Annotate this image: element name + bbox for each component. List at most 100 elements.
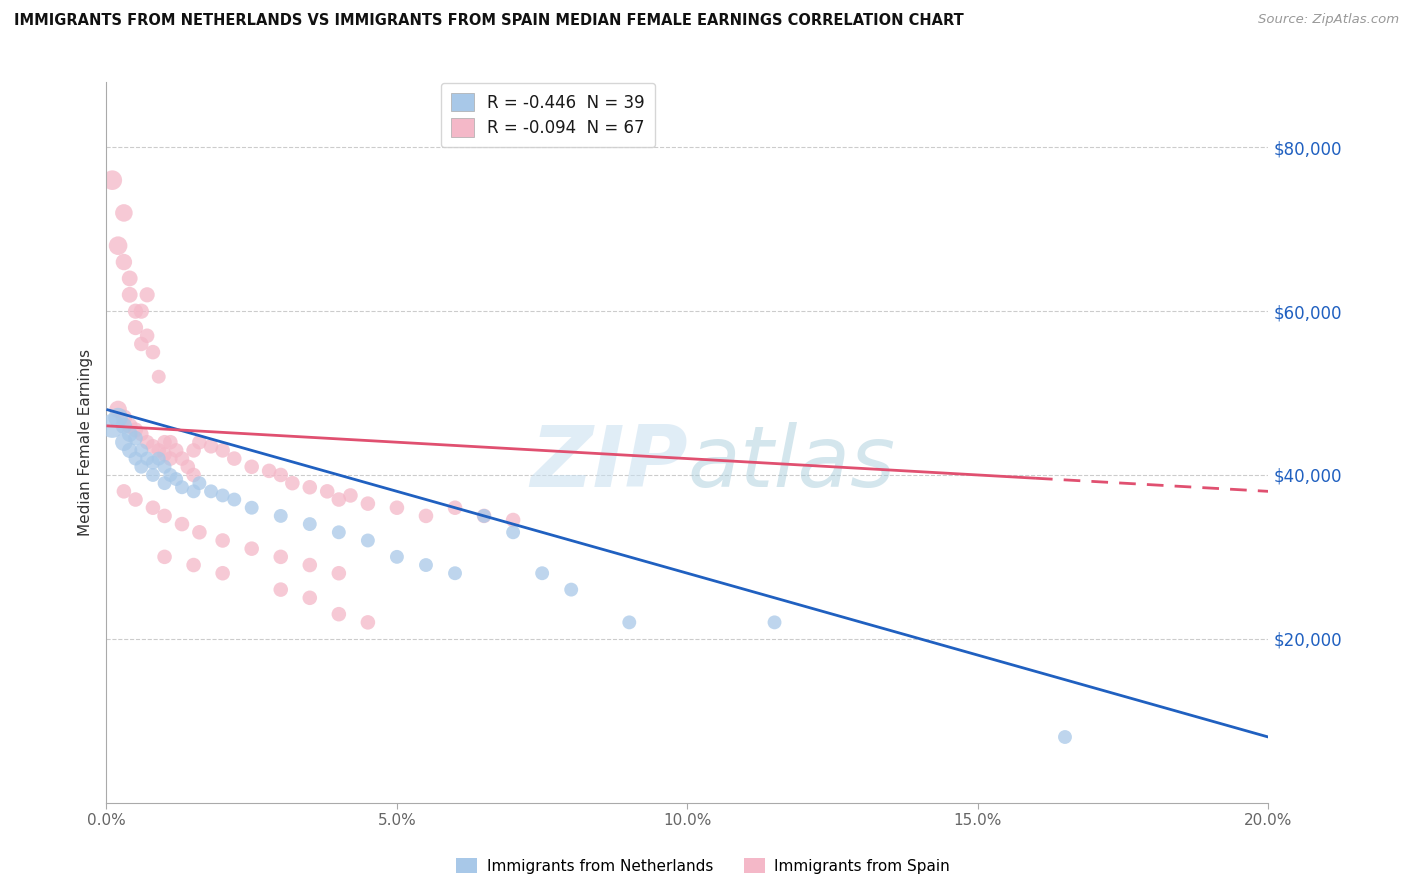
Point: [200, 484, 222, 499]
Point: [240, 459, 263, 474]
Text: atlas: atlas: [688, 422, 896, 506]
Point: [124, 492, 146, 507]
Point: [118, 443, 141, 458]
Point: [118, 271, 141, 285]
Point: [177, 459, 200, 474]
Point: [188, 476, 211, 491]
Point: [183, 558, 205, 572]
Point: [211, 443, 233, 458]
Point: [118, 418, 141, 433]
Point: [257, 464, 280, 478]
Point: [328, 607, 350, 622]
Point: [415, 508, 437, 523]
Point: [211, 566, 233, 581]
Point: [148, 369, 170, 384]
Point: [385, 500, 408, 515]
Point: [502, 525, 524, 540]
Point: [131, 304, 153, 318]
Point: [131, 427, 153, 442]
Text: IMMIGRANTS FROM NETHERLANDS VS IMMIGRANTS FROM SPAIN MEDIAN FEMALE EARNINGS CORR: IMMIGRANTS FROM NETHERLANDS VS IMMIGRANT…: [14, 13, 963, 29]
Point: [472, 508, 495, 523]
Point: [142, 439, 165, 453]
Point: [298, 591, 321, 605]
Point: [385, 549, 408, 564]
Point: [170, 480, 193, 494]
Legend: Immigrants from Netherlands, Immigrants from Spain: Immigrants from Netherlands, Immigrants …: [450, 852, 956, 880]
Point: [136, 451, 159, 466]
Point: [357, 533, 380, 548]
Point: [240, 541, 263, 556]
Point: [763, 615, 786, 630]
Point: [183, 443, 205, 458]
Point: [444, 500, 467, 515]
Point: [124, 320, 146, 334]
Point: [188, 435, 211, 450]
Point: [211, 533, 233, 548]
Point: [112, 410, 135, 425]
Point: [183, 484, 205, 499]
Point: [148, 451, 170, 466]
Point: [188, 525, 211, 540]
Point: [472, 508, 495, 523]
Point: [142, 345, 165, 359]
Point: [159, 467, 181, 482]
Point: [357, 615, 380, 630]
Point: [502, 513, 524, 527]
Point: [298, 517, 321, 532]
Point: [153, 549, 176, 564]
Point: [124, 431, 146, 445]
Point: [298, 558, 321, 572]
Point: [124, 451, 146, 466]
Point: [270, 582, 292, 597]
Point: [142, 456, 165, 470]
Point: [112, 206, 135, 220]
Point: [415, 558, 437, 572]
Point: [170, 451, 193, 466]
Point: [159, 451, 181, 466]
Point: [153, 459, 176, 474]
Point: [142, 500, 165, 515]
Point: [270, 508, 292, 523]
Point: [531, 566, 554, 581]
Point: [159, 435, 181, 450]
Point: [316, 484, 339, 499]
Point: [112, 418, 135, 433]
Point: [357, 497, 380, 511]
Point: [211, 488, 233, 502]
Y-axis label: Median Female Earnings: Median Female Earnings: [79, 349, 93, 536]
Point: [118, 288, 141, 302]
Point: [328, 492, 350, 507]
Legend: R = -0.446  N = 39, R = -0.094  N = 67: R = -0.446 N = 39, R = -0.094 N = 67: [441, 83, 655, 147]
Point: [328, 566, 350, 581]
Text: Source: ZipAtlas.com: Source: ZipAtlas.com: [1258, 13, 1399, 27]
Point: [170, 517, 193, 532]
Point: [240, 500, 263, 515]
Point: [131, 443, 153, 458]
Point: [131, 459, 153, 474]
Point: [148, 443, 170, 458]
Point: [153, 435, 176, 450]
Point: [224, 492, 246, 507]
Point: [107, 402, 129, 417]
Point: [153, 476, 176, 491]
Point: [107, 238, 129, 252]
Point: [270, 549, 292, 564]
Point: [131, 337, 153, 351]
Point: [124, 423, 146, 437]
Point: [339, 488, 361, 502]
Point: [200, 439, 222, 453]
Point: [136, 328, 159, 343]
Point: [112, 435, 135, 450]
Point: [183, 467, 205, 482]
Point: [298, 480, 321, 494]
Point: [107, 410, 129, 425]
Text: ZIP: ZIP: [530, 422, 688, 506]
Point: [619, 615, 641, 630]
Point: [560, 582, 582, 597]
Point: [153, 448, 176, 462]
Point: [444, 566, 467, 581]
Point: [1053, 730, 1076, 744]
Point: [101, 418, 124, 433]
Point: [118, 427, 141, 442]
Point: [270, 467, 292, 482]
